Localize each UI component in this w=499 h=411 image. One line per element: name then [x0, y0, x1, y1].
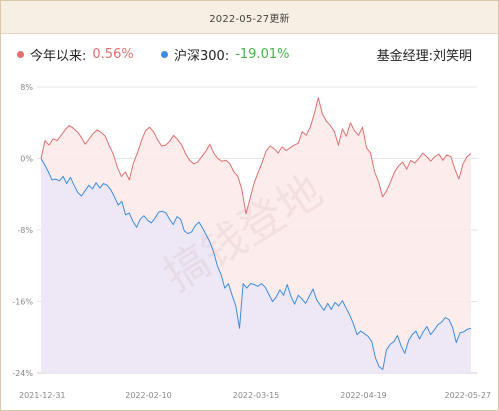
area-fills: [41, 97, 471, 373]
legend-item-fund[interactable]: 今年以来: 0.56%: [17, 45, 134, 64]
legend-index-label: 沪深300:: [174, 49, 230, 64]
series-area-index: [41, 158, 471, 373]
series-lines: [40, 97, 472, 370]
legend-fund-value: 0.56%: [92, 47, 134, 62]
index-dot-icon: [161, 51, 168, 58]
header-bar: 2022-05-27更新: [1, 1, 498, 34]
x-axis-ticks: 2021-12-31 2022-02-10 2022-03-15 2022-04-19…: [19, 391, 491, 400]
y-tick-label: -8%: [17, 226, 33, 235]
y-tick-label: -24%: [12, 369, 33, 378]
y-tick-label: 0%: [20, 155, 33, 164]
series-line-index: [40, 158, 472, 370]
legend-fund-label: 今年以来:: [30, 49, 87, 64]
legend-index-value: -19.01%: [235, 47, 290, 62]
legend: 今年以来: 0.56% 沪深300: -19.01% 基金经理:刘笑明: [1, 45, 498, 67]
x-tick-label: 2021-12-31: [19, 391, 66, 400]
legend-item-index[interactable]: 沪深300: -19.01%: [161, 45, 289, 64]
update-date: 2022-05-27更新: [209, 13, 290, 25]
x-tick-label: 2022-05-27: [445, 391, 492, 400]
fund-dot-icon: [17, 51, 24, 58]
x-tick-label: 2022-04-19: [340, 391, 387, 400]
series-line-fund: [40, 97, 472, 215]
x-tick-label: 2022-02-10: [125, 391, 172, 400]
x-tick-label: 2022-03-15: [233, 391, 280, 400]
y-tick-label: 8%: [20, 83, 33, 92]
fund-manager: 基金经理:刘笑明: [376, 49, 472, 64]
y-tick-label: -16%: [12, 298, 33, 307]
y-axis-ticks: 8% 0% -8% -16% -24%: [12, 83, 33, 378]
